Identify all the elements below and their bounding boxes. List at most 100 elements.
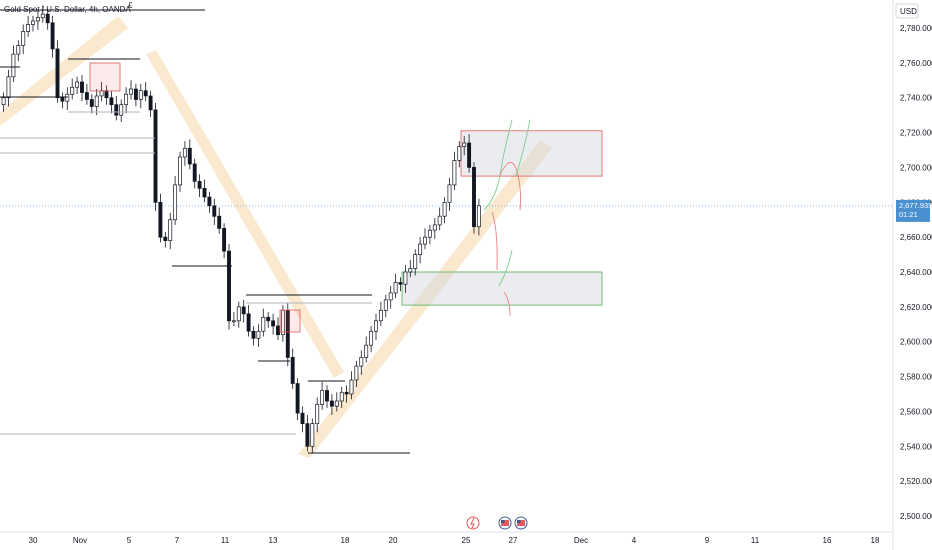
projection-arrows <box>483 119 531 317</box>
candle <box>11 53 16 78</box>
candle <box>1 97 6 106</box>
candle <box>153 109 158 203</box>
candle <box>231 320 236 323</box>
candle <box>378 309 383 322</box>
candle <box>114 104 119 116</box>
candle <box>476 205 481 228</box>
candle <box>6 76 11 99</box>
candle <box>388 292 393 301</box>
candle <box>21 31 26 46</box>
top-marker-label: £ <box>128 1 133 10</box>
us-flag-icon-body <box>517 520 525 526</box>
candle <box>251 330 256 339</box>
candle <box>197 181 202 189</box>
time-tick-label: 11 <box>221 536 230 545</box>
candle <box>266 316 271 322</box>
candle <box>457 146 462 161</box>
price-tick-label: 2,540.000 <box>900 442 932 451</box>
us-flag-icon-canton <box>517 520 521 523</box>
candle <box>310 423 315 447</box>
event-icons[interactable] <box>466 516 528 530</box>
candle <box>300 412 305 425</box>
candle <box>256 330 261 339</box>
candle <box>290 357 295 384</box>
price-tick-label: 2,720.000 <box>900 129 932 138</box>
candle <box>119 104 124 116</box>
candle <box>202 187 207 198</box>
time-tick-label: 9 <box>705 536 710 545</box>
candle <box>236 306 241 322</box>
time-tick-label: 30 <box>29 536 38 545</box>
lightning-icon <box>466 516 480 530</box>
candle <box>393 282 398 294</box>
candle <box>148 95 153 111</box>
candle <box>295 383 300 414</box>
candle <box>50 22 55 50</box>
candle <box>65 93 70 102</box>
candle <box>241 306 246 315</box>
candle <box>109 97 114 106</box>
candle <box>418 243 423 255</box>
candle <box>129 88 133 95</box>
bar-countdown: 01:21 <box>899 210 918 219</box>
candle <box>124 93 129 106</box>
candle <box>207 196 212 207</box>
candle <box>84 92 89 100</box>
candle <box>227 250 231 322</box>
candle <box>70 86 75 95</box>
time-axis: 30 Nov 5 7 11 13 18 20 25 27 Dec 4 9 11 16 18 <box>29 536 880 545</box>
candle <box>305 423 310 447</box>
supply-zone <box>460 130 603 177</box>
trend-band-1 <box>0 16 128 126</box>
price-tick-label: 2,700.000 <box>900 163 932 172</box>
time-tick-label: 13 <box>269 536 278 545</box>
candle <box>325 390 329 402</box>
currency-badge[interactable] <box>895 3 919 19</box>
candle <box>163 236 168 241</box>
candle <box>187 147 192 165</box>
candle <box>182 147 187 158</box>
candle <box>80 81 84 93</box>
candle <box>246 313 251 332</box>
us-flag-icon-canton <box>501 520 505 523</box>
us-flag-icon-body <box>501 520 509 526</box>
candles-layer <box>1 5 481 454</box>
candle <box>329 400 334 407</box>
candle <box>217 215 222 229</box>
candle <box>432 224 437 231</box>
candle <box>104 90 109 99</box>
candle <box>320 390 325 405</box>
time-tick-label: 7 <box>175 536 180 545</box>
trend-bands <box>0 16 552 458</box>
last-price-tag: 2,677.935 01:21 <box>896 199 932 222</box>
candle <box>467 142 472 168</box>
candle <box>222 228 227 252</box>
price-tick-label: 2,780.000 <box>900 24 932 33</box>
candle <box>75 81 80 88</box>
price-tick-label: 2,620.000 <box>900 303 932 312</box>
candle <box>315 404 320 425</box>
candle <box>178 156 182 186</box>
zones-layer <box>401 130 603 306</box>
trend-band-3 <box>298 140 552 458</box>
candle <box>354 365 359 381</box>
candle <box>403 271 408 285</box>
annotation-lines <box>0 58 410 454</box>
candle <box>383 299 388 311</box>
price-tick-label: 2,660.000 <box>900 233 932 242</box>
time-tick-label: 16 <box>823 536 832 545</box>
small-supply-box <box>89 62 121 92</box>
candle <box>173 184 178 221</box>
candle <box>359 357 364 367</box>
candle <box>158 201 163 238</box>
candle <box>35 17 40 22</box>
candle <box>427 229 432 238</box>
candle <box>413 254 418 269</box>
candle <box>138 90 143 100</box>
candle <box>369 330 374 346</box>
lightning-icon-glyph <box>470 517 475 529</box>
price-tick-label: 2,740.000 <box>900 94 932 103</box>
candle <box>437 215 442 226</box>
candle <box>192 163 197 182</box>
